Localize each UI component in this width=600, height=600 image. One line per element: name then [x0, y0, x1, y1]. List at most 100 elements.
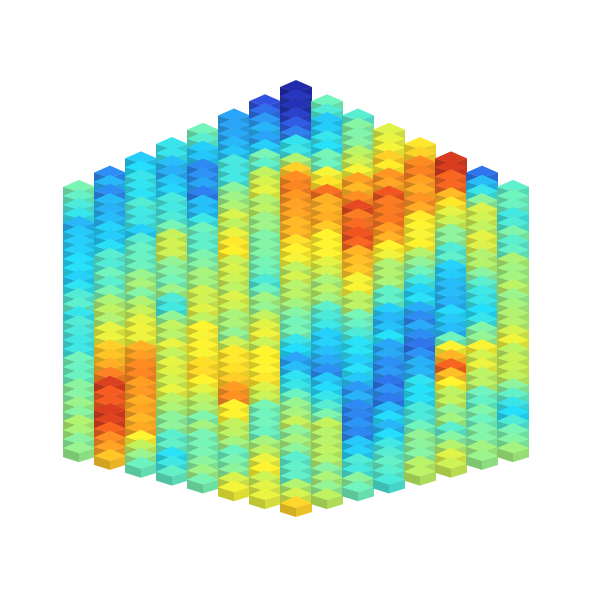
hex-bin-cap — [404, 419, 436, 432]
hex-bin-cap — [435, 411, 467, 424]
hex-bin-cap — [342, 353, 374, 366]
hex-bin-cap — [280, 423, 312, 436]
hex-bin-cap — [404, 410, 436, 423]
hex-bin-cap — [497, 224, 529, 237]
hex-bin-cap — [187, 382, 219, 395]
hex-bin-cap — [280, 269, 312, 282]
hex-bin-cap — [435, 295, 467, 308]
hex-bin-cap — [280, 496, 312, 508]
hex-bin-cap — [373, 436, 405, 449]
hex-bin-cap — [94, 238, 126, 251]
hex-bin-cap — [125, 313, 157, 326]
hex-bin-face — [203, 479, 219, 494]
hex-bin-cap — [342, 398, 374, 411]
hex-bin-cap — [497, 179, 529, 192]
hex-bin-cap — [435, 259, 467, 272]
hex-bin-cap — [187, 284, 219, 297]
hex-bin-cap — [404, 309, 436, 322]
hex-bin-cap — [280, 161, 312, 174]
hex-bin-cap — [497, 341, 529, 354]
hex-bin-cap — [218, 126, 250, 139]
hex-bin-cap — [125, 286, 157, 299]
hex-bin-cap — [156, 282, 188, 295]
hex-bin-cap — [342, 226, 374, 239]
hex-bin-cap — [249, 219, 281, 232]
hex-bin-cap — [342, 162, 374, 175]
hex-bin-cap — [342, 108, 374, 121]
hex-bin-cap — [94, 256, 126, 269]
hex-bin-cap — [125, 330, 157, 343]
hex-bin-cap — [435, 366, 467, 379]
hex-bin-cap — [435, 160, 467, 173]
hex-bin-cap — [249, 479, 281, 492]
hex-bin-face — [296, 503, 312, 517]
hex-bin-cap — [187, 176, 219, 189]
hex-bin-cap — [435, 420, 467, 433]
hex-bin-cap — [187, 131, 219, 144]
hex-bin-cap — [497, 188, 529, 201]
hex-bin-cap — [187, 409, 219, 422]
hex-bin-cap — [311, 103, 343, 116]
hex-bin-cap — [311, 201, 343, 214]
hex-bin-cap — [466, 165, 498, 178]
hex-bin-face — [513, 448, 529, 463]
hex-bin-cap — [187, 257, 219, 270]
hex-bin-cap — [466, 448, 498, 461]
hex-bin-cap — [373, 400, 405, 413]
hex-bin-cap — [311, 130, 343, 143]
hex-bin-cap — [311, 165, 343, 178]
hex-bin-cap — [187, 221, 219, 234]
hex-bin-cap — [311, 416, 343, 429]
hex-bin-cap — [311, 362, 343, 375]
hex-bin-face — [466, 455, 482, 470]
hex-bin-cap — [435, 205, 467, 218]
hex-bin-cap — [311, 452, 343, 465]
hex-bin-cap — [497, 396, 529, 409]
hex-bin-cap — [404, 237, 436, 250]
hex-bin-cap — [342, 425, 374, 438]
hex-column — [125, 151, 157, 478]
hex-bin-cap — [373, 311, 405, 324]
hex-bin-cap — [404, 218, 436, 231]
hex-bin-cap — [187, 445, 219, 458]
hex-bin-cap — [156, 291, 188, 304]
hex-bin-cap — [435, 339, 467, 352]
hex-bin-cap — [280, 197, 312, 210]
hex-bin-cap — [311, 112, 343, 125]
hex-bin-cap — [342, 434, 374, 447]
hex-bin-cap — [63, 278, 95, 291]
hex-bin-cap — [435, 402, 467, 415]
hex-bin-cap — [497, 387, 529, 400]
hex-bin-cap — [63, 188, 95, 201]
hex-bin-cap — [280, 107, 312, 120]
hex-bin-cap — [435, 187, 467, 200]
hex-bin-cap — [125, 187, 157, 200]
hex-bin-cap — [311, 139, 343, 152]
hex-bin-cap — [466, 238, 498, 251]
hex-bin-cap — [373, 248, 405, 261]
hex-bin-cap — [373, 131, 405, 144]
hex-bin-cap — [342, 126, 374, 139]
hex-bin-cap — [218, 326, 250, 339]
hex-bin-cap — [249, 282, 281, 295]
hex-bin-cap — [94, 266, 126, 279]
hex-bin-cap — [125, 214, 157, 227]
hex-bin-cap — [404, 291, 436, 304]
hex-bin-cap — [125, 277, 157, 290]
hex-bin-cap — [311, 335, 343, 348]
hex-bin-cap — [156, 364, 188, 377]
hex-bin-cap — [342, 271, 374, 284]
hex-bin-cap — [125, 169, 157, 182]
hex-bin-cap — [249, 192, 281, 205]
hex-column — [342, 108, 374, 502]
hex-bin-cap — [249, 371, 281, 384]
hex-bin-cap — [404, 300, 436, 313]
hex-bin-cap — [187, 212, 219, 225]
hex-bin-cap — [218, 389, 250, 402]
hex-bin-cap — [311, 488, 343, 501]
hex-bin-cap — [280, 297, 312, 310]
hex-bin-cap — [435, 348, 467, 361]
hex-bin-cap — [435, 375, 467, 388]
hex-bin-cap — [249, 327, 281, 340]
hex-bin-cap — [249, 398, 281, 411]
